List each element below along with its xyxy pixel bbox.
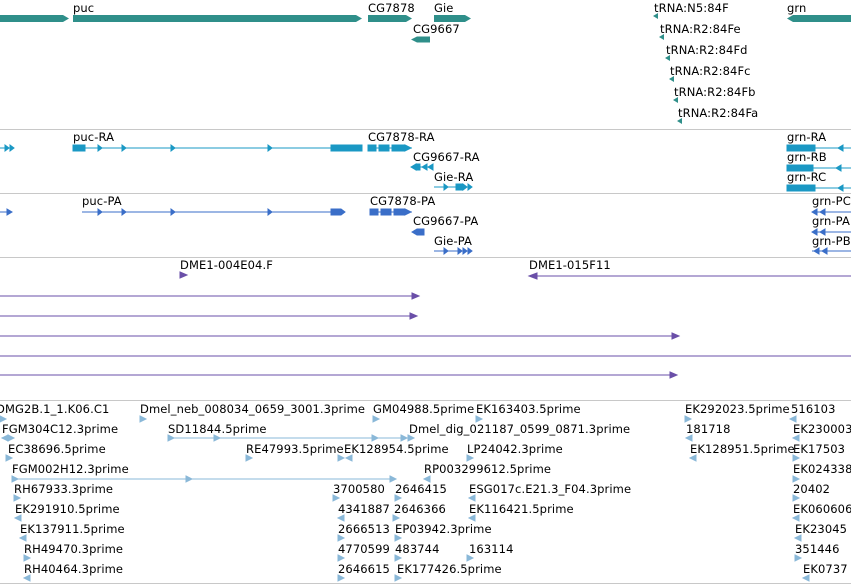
est-label[interactable]: EK230003 bbox=[793, 422, 851, 436]
est-label[interactable]: LP24042.3prime bbox=[467, 442, 563, 456]
est-label[interactable]: DMG2B.1_1.K06.C1 bbox=[0, 402, 110, 416]
gene-label[interactable]: puc bbox=[73, 1, 95, 15]
gene-label[interactable]: Gie bbox=[434, 1, 454, 15]
est-label[interactable]: EP03942.3prime bbox=[395, 522, 492, 536]
est-label[interactable]: EK060606 bbox=[793, 502, 851, 516]
gene-track-glyphs bbox=[0, 13, 851, 124]
gene-glyph-gie bbox=[434, 15, 471, 22]
gene-label[interactable]: tRNA:R2:84Fe bbox=[660, 22, 741, 36]
track-separator bbox=[0, 129, 851, 130]
gene-glyph-cg9667 bbox=[411, 36, 430, 43]
protein-label[interactable]: grn-PA bbox=[812, 214, 850, 228]
est-label[interactable]: GM04988.5prime bbox=[373, 402, 475, 416]
est-label[interactable]: EK292023.5prime bbox=[685, 402, 790, 416]
est-label[interactable]: 2646615 bbox=[338, 562, 390, 576]
est-label[interactable]: 20402 bbox=[793, 482, 831, 496]
protein-track-glyphs bbox=[0, 208, 851, 255]
est-label[interactable]: 3700580 bbox=[333, 482, 385, 496]
protein-label[interactable]: grn-PB bbox=[812, 234, 851, 248]
est-label[interactable]: RH67933.3prime bbox=[14, 482, 114, 496]
track-separator bbox=[0, 583, 851, 584]
est-label[interactable]: EK23045 bbox=[795, 522, 848, 536]
protein-label[interactable]: grn-PC bbox=[812, 194, 851, 208]
gene-label[interactable]: tRNA:R2:84Fa bbox=[678, 106, 759, 120]
est-label[interactable]: EK116421.5prime bbox=[469, 502, 574, 516]
est-label[interactable]: 163114 bbox=[469, 542, 514, 556]
est-label[interactable]: EK024338 bbox=[793, 462, 851, 476]
est-label[interactable]: ESG017c.E21.3_F04.3prime bbox=[469, 482, 632, 496]
est-label[interactable]: 2646366 bbox=[394, 502, 446, 516]
est-label[interactable]: EK0737 bbox=[803, 562, 848, 576]
est-label[interactable]: 2666513 bbox=[338, 522, 390, 536]
est-label[interactable]: EK128951.5prime bbox=[690, 442, 795, 456]
transcript-label[interactable]: grn-RC bbox=[787, 170, 827, 184]
est-label[interactable]: EK291910.5prime bbox=[15, 502, 120, 516]
est-label[interactable]: RH40464.3prime bbox=[24, 562, 124, 576]
transcript-label[interactable]: CG9667-RA bbox=[413, 150, 480, 164]
gene-label[interactable]: tRNA:R2:84Fd bbox=[666, 43, 748, 57]
protein-label[interactable]: Gie-PA bbox=[434, 234, 472, 248]
gene-glyph-trna-fa bbox=[677, 118, 682, 124]
transcript-label[interactable]: CG7878-RA bbox=[368, 130, 435, 144]
est-label[interactable]: EK163403.5prime bbox=[476, 402, 581, 416]
transcript-label[interactable]: grn-RB bbox=[787, 150, 827, 164]
gene-glyph-puc bbox=[73, 15, 362, 22]
est-label[interactable]: 2646415 bbox=[395, 482, 447, 496]
est-label[interactable]: 516103 bbox=[791, 402, 836, 416]
transcript-label[interactable]: puc-RA bbox=[73, 130, 115, 144]
gene-glyph-trna-fd bbox=[665, 55, 670, 61]
gene-label[interactable]: grn bbox=[787, 1, 807, 15]
est-label[interactable]: 483744 bbox=[395, 542, 440, 556]
clone-label[interactable]: DME1-004E04.F bbox=[180, 258, 273, 272]
track-separator bbox=[0, 257, 851, 258]
est-label[interactable]: RE47993.5prime bbox=[246, 442, 344, 456]
transcript-label[interactable]: Gie-RA bbox=[434, 170, 474, 184]
transcript-label[interactable]: grn-RA bbox=[787, 130, 827, 144]
gene-label[interactable]: CG7878 bbox=[368, 1, 415, 15]
est-label[interactable]: Dmel_dig_021187_0599_0871.3prime bbox=[409, 422, 631, 436]
est-label[interactable]: FGM304C12.3prime bbox=[2, 422, 119, 436]
transcript-track-glyphs bbox=[0, 144, 851, 192]
gene-label[interactable]: tRNA:N5:84F bbox=[654, 1, 729, 15]
protein-label[interactable]: puc-PA bbox=[82, 194, 122, 208]
gene-label[interactable]: CG9667 bbox=[413, 22, 460, 36]
est-label[interactable]: SD11844.5prime bbox=[168, 422, 267, 436]
gene-glyph-trna-fe bbox=[659, 34, 664, 40]
est-label[interactable]: EK128954.5prime bbox=[344, 442, 449, 456]
track-separator bbox=[0, 193, 851, 194]
est-label[interactable]: RH49470.3prime bbox=[24, 542, 124, 556]
est-label[interactable]: EK17503 bbox=[793, 442, 846, 456]
est-label[interactable]: EK177426.5prime bbox=[397, 562, 502, 576]
gene-glyph-grn bbox=[787, 15, 851, 22]
est-label[interactable]: EK137911.5prime bbox=[20, 522, 125, 536]
gene-glyph-trna-n5 bbox=[653, 13, 658, 19]
gene-glyph-trna-fb bbox=[673, 97, 678, 103]
protein-label[interactable]: CG7878-PA bbox=[370, 194, 436, 208]
est-label[interactable]: 351446 bbox=[795, 542, 840, 556]
est-label[interactable]: RP003299612.5prime bbox=[424, 462, 552, 476]
est-label[interactable]: 181718 bbox=[686, 422, 731, 436]
est-label[interactable]: Dmel_neb_008034_0659_3001.3prime bbox=[140, 402, 366, 416]
clone-label[interactable]: DME1-015F11 bbox=[529, 258, 611, 272]
gene-label[interactable]: tRNA:R2:84Fc bbox=[670, 64, 751, 78]
est-label[interactable]: 4341887 bbox=[338, 502, 390, 516]
track-separator bbox=[0, 400, 851, 401]
gene-glyph-left bbox=[0, 15, 69, 22]
gene-glyph-cg7878 bbox=[368, 15, 412, 22]
est-label[interactable]: EC38696.5prime bbox=[8, 442, 106, 456]
gene-glyph-trna-fc bbox=[669, 76, 674, 82]
est-track-glyphs bbox=[0, 415, 810, 582]
clone-track-glyphs bbox=[0, 271, 851, 379]
est-label[interactable]: FGM002H12.3prime bbox=[12, 462, 129, 476]
est-label[interactable]: 4770599 bbox=[338, 542, 390, 556]
gene-label[interactable]: tRNA:R2:84Fb bbox=[674, 85, 756, 99]
protein-label[interactable]: CG9667-PA bbox=[413, 214, 479, 228]
